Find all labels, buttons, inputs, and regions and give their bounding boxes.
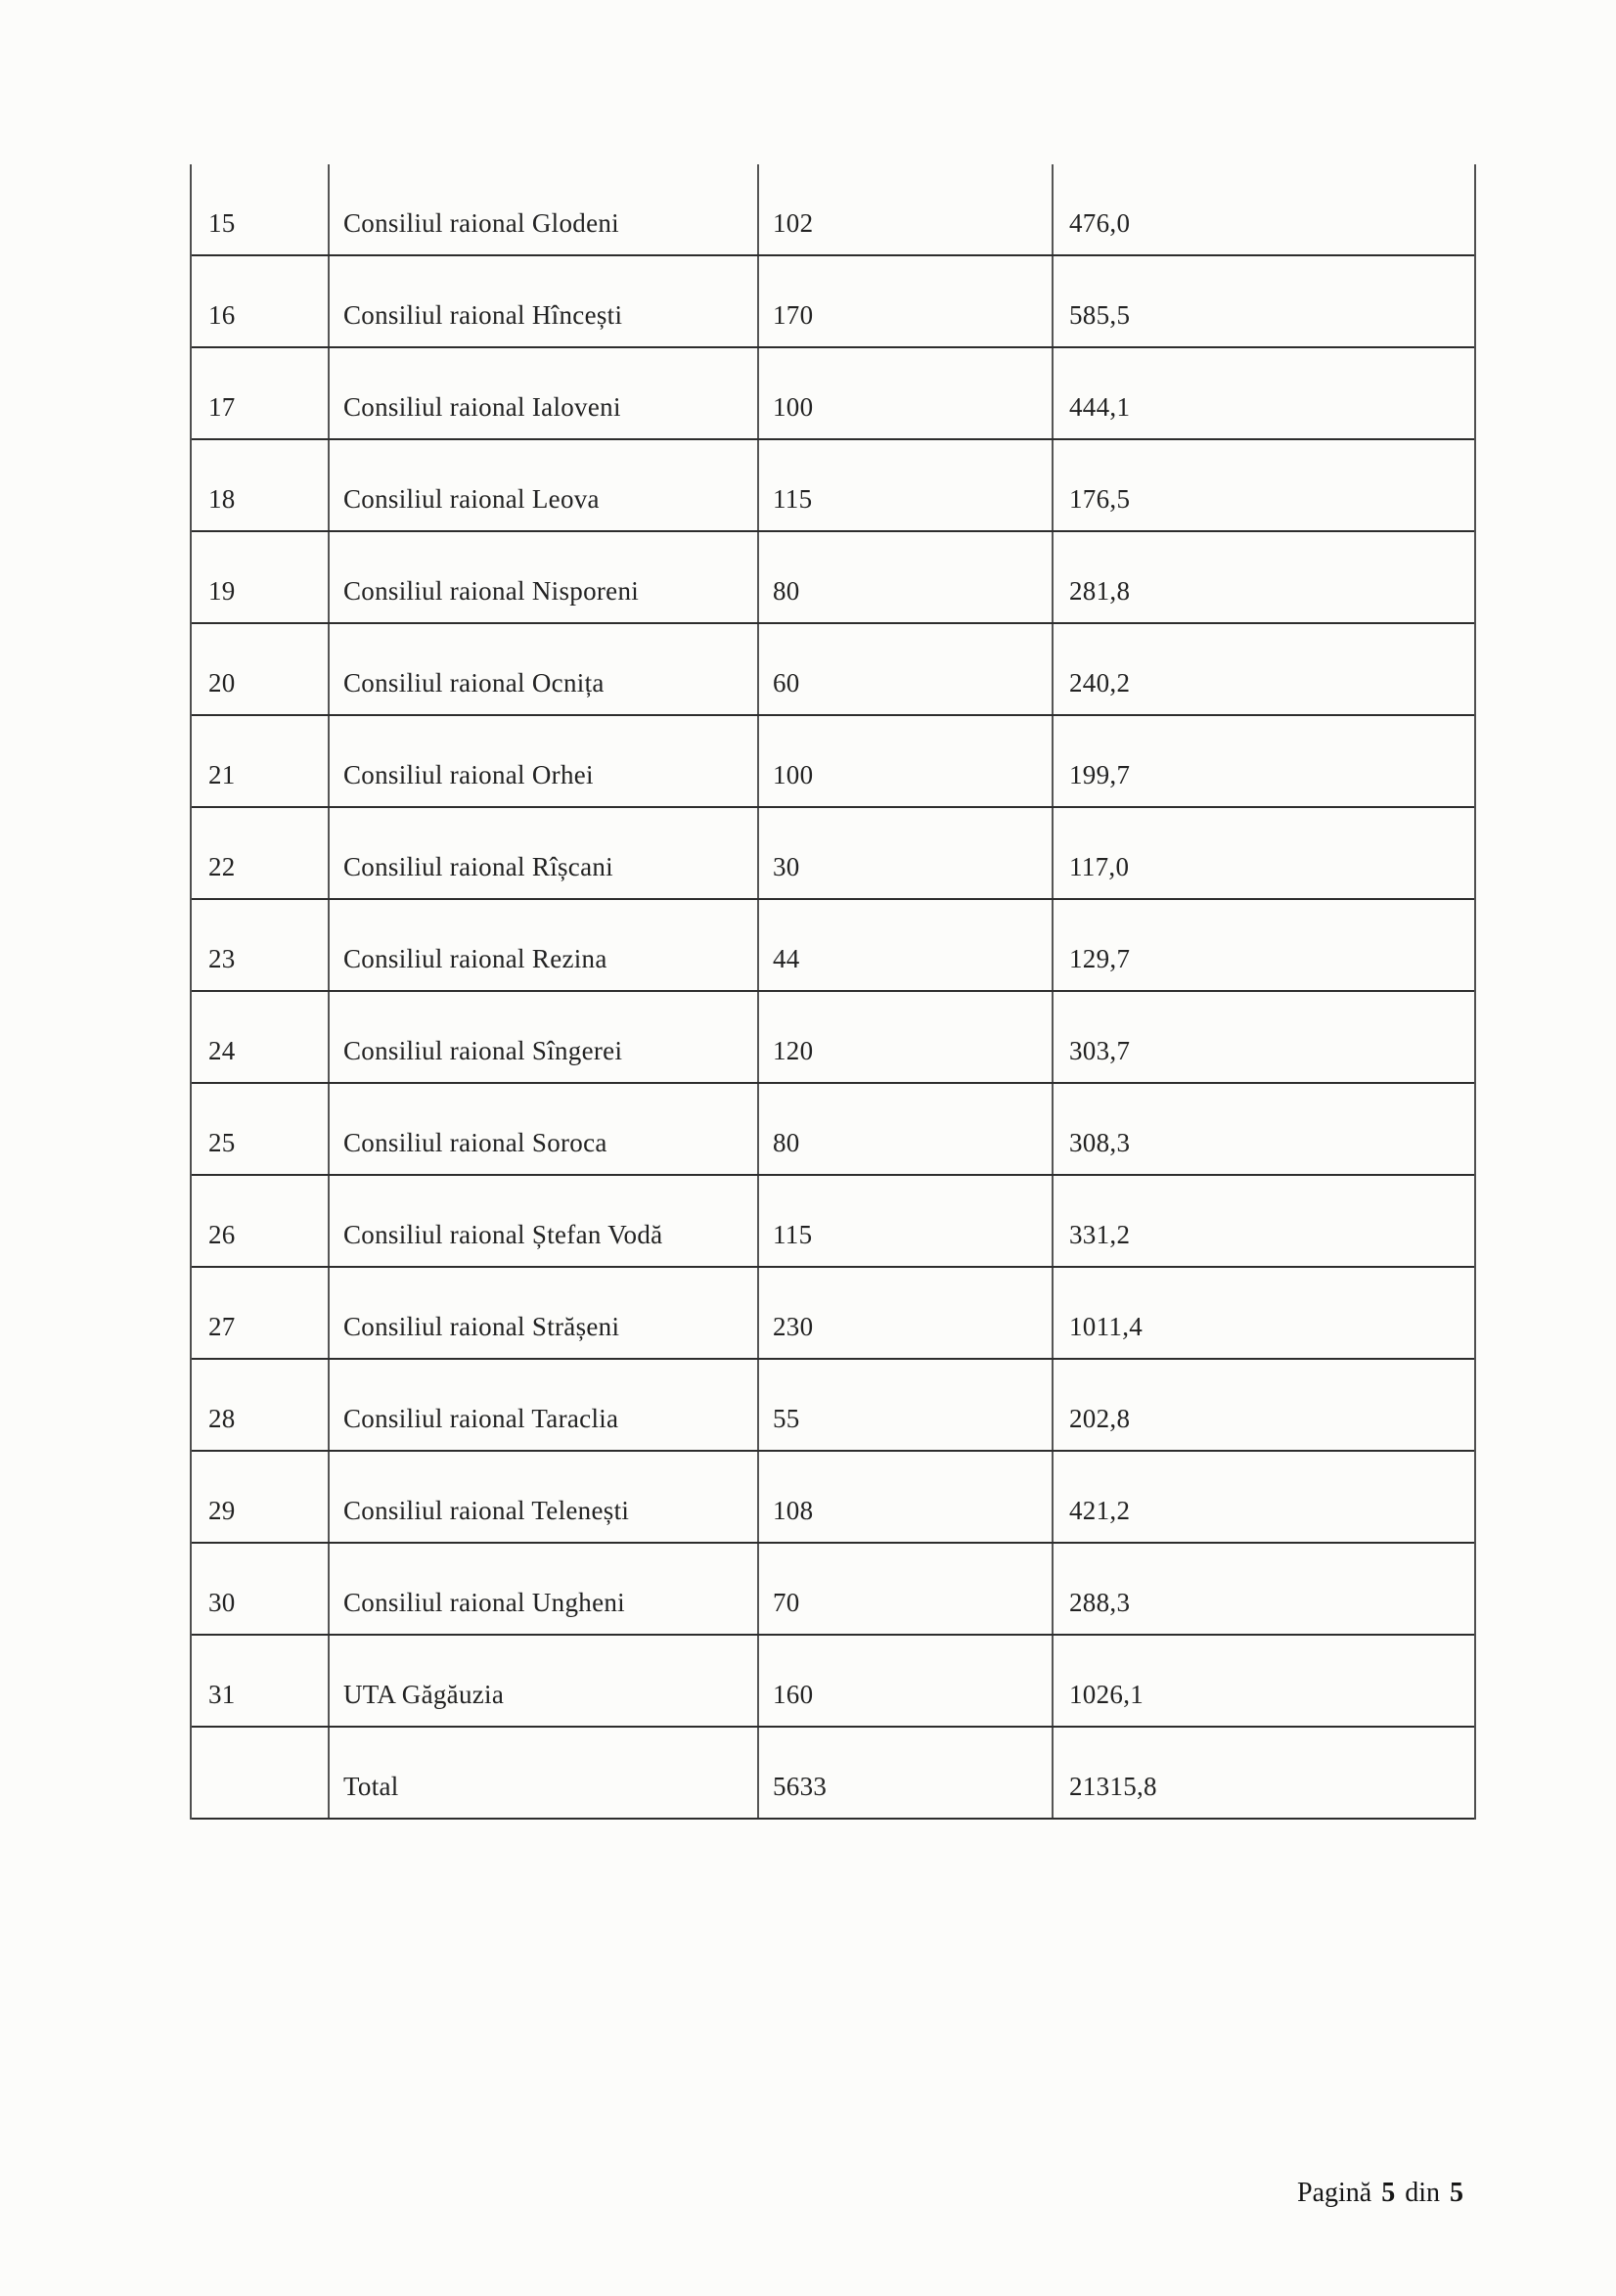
cell-council-name: UTA Găgăuzia	[330, 1636, 759, 1726]
cell-count: 115	[759, 440, 1054, 530]
cell-row-number: 23	[192, 900, 330, 990]
cell-count: 115	[759, 1176, 1054, 1266]
cell-amount: 176,5	[1069, 484, 1131, 515]
table-row: 19 Consiliul raional Nisporeni 80 281,8	[192, 532, 1474, 624]
cell-council-name: Consiliul raional Ialoveni	[330, 348, 759, 438]
cell-council-name: Consiliul raional Ocnița	[330, 624, 759, 714]
cell-count: 230	[759, 1268, 1054, 1358]
table-row: 18 Consiliul raional Leova 115 176,5	[192, 440, 1474, 532]
table-row: 28 Consiliul raional Taraclia 55 202,8	[192, 1360, 1474, 1452]
cell-row-number: 17	[192, 348, 330, 438]
cell-amount: 202,8	[1069, 1404, 1131, 1434]
cell-council-name: Consiliul raional Ungheni	[330, 1544, 759, 1634]
table-row: 17 Consiliul raional Ialoveni 100 444,1	[192, 348, 1474, 440]
cell-count: 44	[759, 900, 1054, 990]
cell-row-number: 30	[192, 1544, 330, 1634]
cell-row-number: 20	[192, 624, 330, 714]
footer-of-label: din	[1405, 2178, 1440, 2208]
cell-row-number: 26	[192, 1176, 330, 1266]
cell-row-number: 22	[192, 808, 330, 898]
table-row: 15 Consiliul raional Glodeni 102 476,0	[192, 164, 1474, 256]
cell-amount: 288,3	[1069, 1588, 1131, 1618]
cell-row-number: 24	[192, 992, 330, 1082]
cell-count: 100	[759, 348, 1054, 438]
table-row: 29 Consiliul raional Telenești 108 421,2	[192, 1452, 1474, 1544]
cell-council-name: Consiliul raional Nisporeni	[330, 532, 759, 622]
cell-row-number: 21	[192, 716, 330, 806]
cell-amount: 585,5	[1069, 300, 1131, 331]
table-row: 27 Consiliul raional Strășeni 230 1011,4	[192, 1268, 1474, 1360]
cell-row-number: 18	[192, 440, 330, 530]
footer-page-label: Pagină	[1297, 2178, 1372, 2208]
cell-council-name: Consiliul raional Hîncești	[330, 256, 759, 346]
cell-amount: 240,2	[1069, 668, 1131, 698]
page-footer: Pagină 5 din 5	[1297, 2178, 1463, 2209]
cell-council-name: Total	[330, 1728, 759, 1818]
cell-count: 108	[759, 1452, 1054, 1542]
table-row: 21 Consiliul raional Orhei 100 199,7	[192, 716, 1474, 808]
cell-count: 60	[759, 624, 1054, 714]
table-row: 23 Consiliul raional Rezina 44 129,7	[192, 900, 1474, 992]
cell-council-name: Consiliul raional Strășeni	[330, 1268, 759, 1358]
cell-count: 170	[759, 256, 1054, 346]
footer-current-page: 5	[1381, 2178, 1396, 2208]
cell-count: 30	[759, 808, 1054, 898]
cell-council-name: Consiliul raional Glodeni	[330, 164, 759, 254]
cell-row-number: 29	[192, 1452, 330, 1542]
cell-row-number: 27	[192, 1268, 330, 1358]
cell-council-name: Consiliul raional Soroca	[330, 1084, 759, 1174]
cell-amount: 1026,1	[1069, 1680, 1145, 1710]
cell-row-number: 16	[192, 256, 330, 346]
cell-amount: 421,2	[1069, 1496, 1131, 1526]
cell-amount: 117,0	[1069, 852, 1130, 882]
cell-amount: 444,1	[1069, 392, 1131, 423]
cell-count: 70	[759, 1544, 1054, 1634]
cell-row-number: 31	[192, 1636, 330, 1726]
table-row: 30 Consiliul raional Ungheni 70 288,3	[192, 1544, 1474, 1636]
cell-council-name: Consiliul raional Taraclia	[330, 1360, 759, 1450]
cell-count: 80	[759, 532, 1054, 622]
cell-count: 160	[759, 1636, 1054, 1726]
cell-amount: 199,7	[1069, 760, 1131, 790]
cell-row-number: 15	[192, 164, 330, 254]
cell-row-number: 28	[192, 1360, 330, 1450]
table-row: 20 Consiliul raional Ocnița 60 240,2	[192, 624, 1474, 716]
cell-amount: 21315,8	[1069, 1772, 1157, 1802]
cell-council-name: Consiliul raional Rezina	[330, 900, 759, 990]
cell-row-number: 25	[192, 1084, 330, 1174]
table-row: Total 5633 21315,8	[192, 1728, 1474, 1820]
cell-count: 102	[759, 164, 1054, 254]
cell-count: 55	[759, 1360, 1054, 1450]
cell-council-name: Consiliul raional Rîșcani	[330, 808, 759, 898]
cell-count: 5633	[759, 1728, 1054, 1818]
cell-council-name: Consiliul raional Orhei	[330, 716, 759, 806]
cell-row-number	[192, 1728, 330, 1818]
footer-total-pages: 5	[1450, 2178, 1463, 2208]
cell-amount: 303,7	[1069, 1036, 1131, 1066]
table-row: 31 UTA Găgăuzia 160 1026,1	[192, 1636, 1474, 1728]
cell-council-name: Consiliul raional Sîngerei	[330, 992, 759, 1082]
cell-amount: 476,0	[1069, 208, 1131, 239]
councils-table: 15 Consiliul raional Glodeni 102 476,0 1…	[190, 164, 1476, 1820]
cell-count: 80	[759, 1084, 1054, 1174]
cell-amount: 281,8	[1069, 576, 1131, 607]
cell-count: 100	[759, 716, 1054, 806]
table-row: 22 Consiliul raional Rîșcani 30 117,0	[192, 808, 1474, 900]
cell-count: 120	[759, 992, 1054, 1082]
cell-council-name: Consiliul raional Leova	[330, 440, 759, 530]
table-row: 24 Consiliul raional Sîngerei 120 303,7	[192, 992, 1474, 1084]
cell-council-name: Consiliul raional Telenești	[330, 1452, 759, 1542]
cell-amount: 331,2	[1069, 1220, 1131, 1250]
table-row: 25 Consiliul raional Soroca 80 308,3	[192, 1084, 1474, 1176]
table-row: 26 Consiliul raional Ștefan Vodă 115 331…	[192, 1176, 1474, 1268]
cell-amount: 1011,4	[1069, 1312, 1144, 1342]
cell-council-name: Consiliul raional Ștefan Vodă	[330, 1176, 759, 1266]
cell-amount: 308,3	[1069, 1128, 1131, 1158]
cell-amount: 129,7	[1069, 944, 1131, 974]
cell-row-number: 19	[192, 532, 330, 622]
table-row: 16 Consiliul raional Hîncești 170 585,5	[192, 256, 1474, 348]
